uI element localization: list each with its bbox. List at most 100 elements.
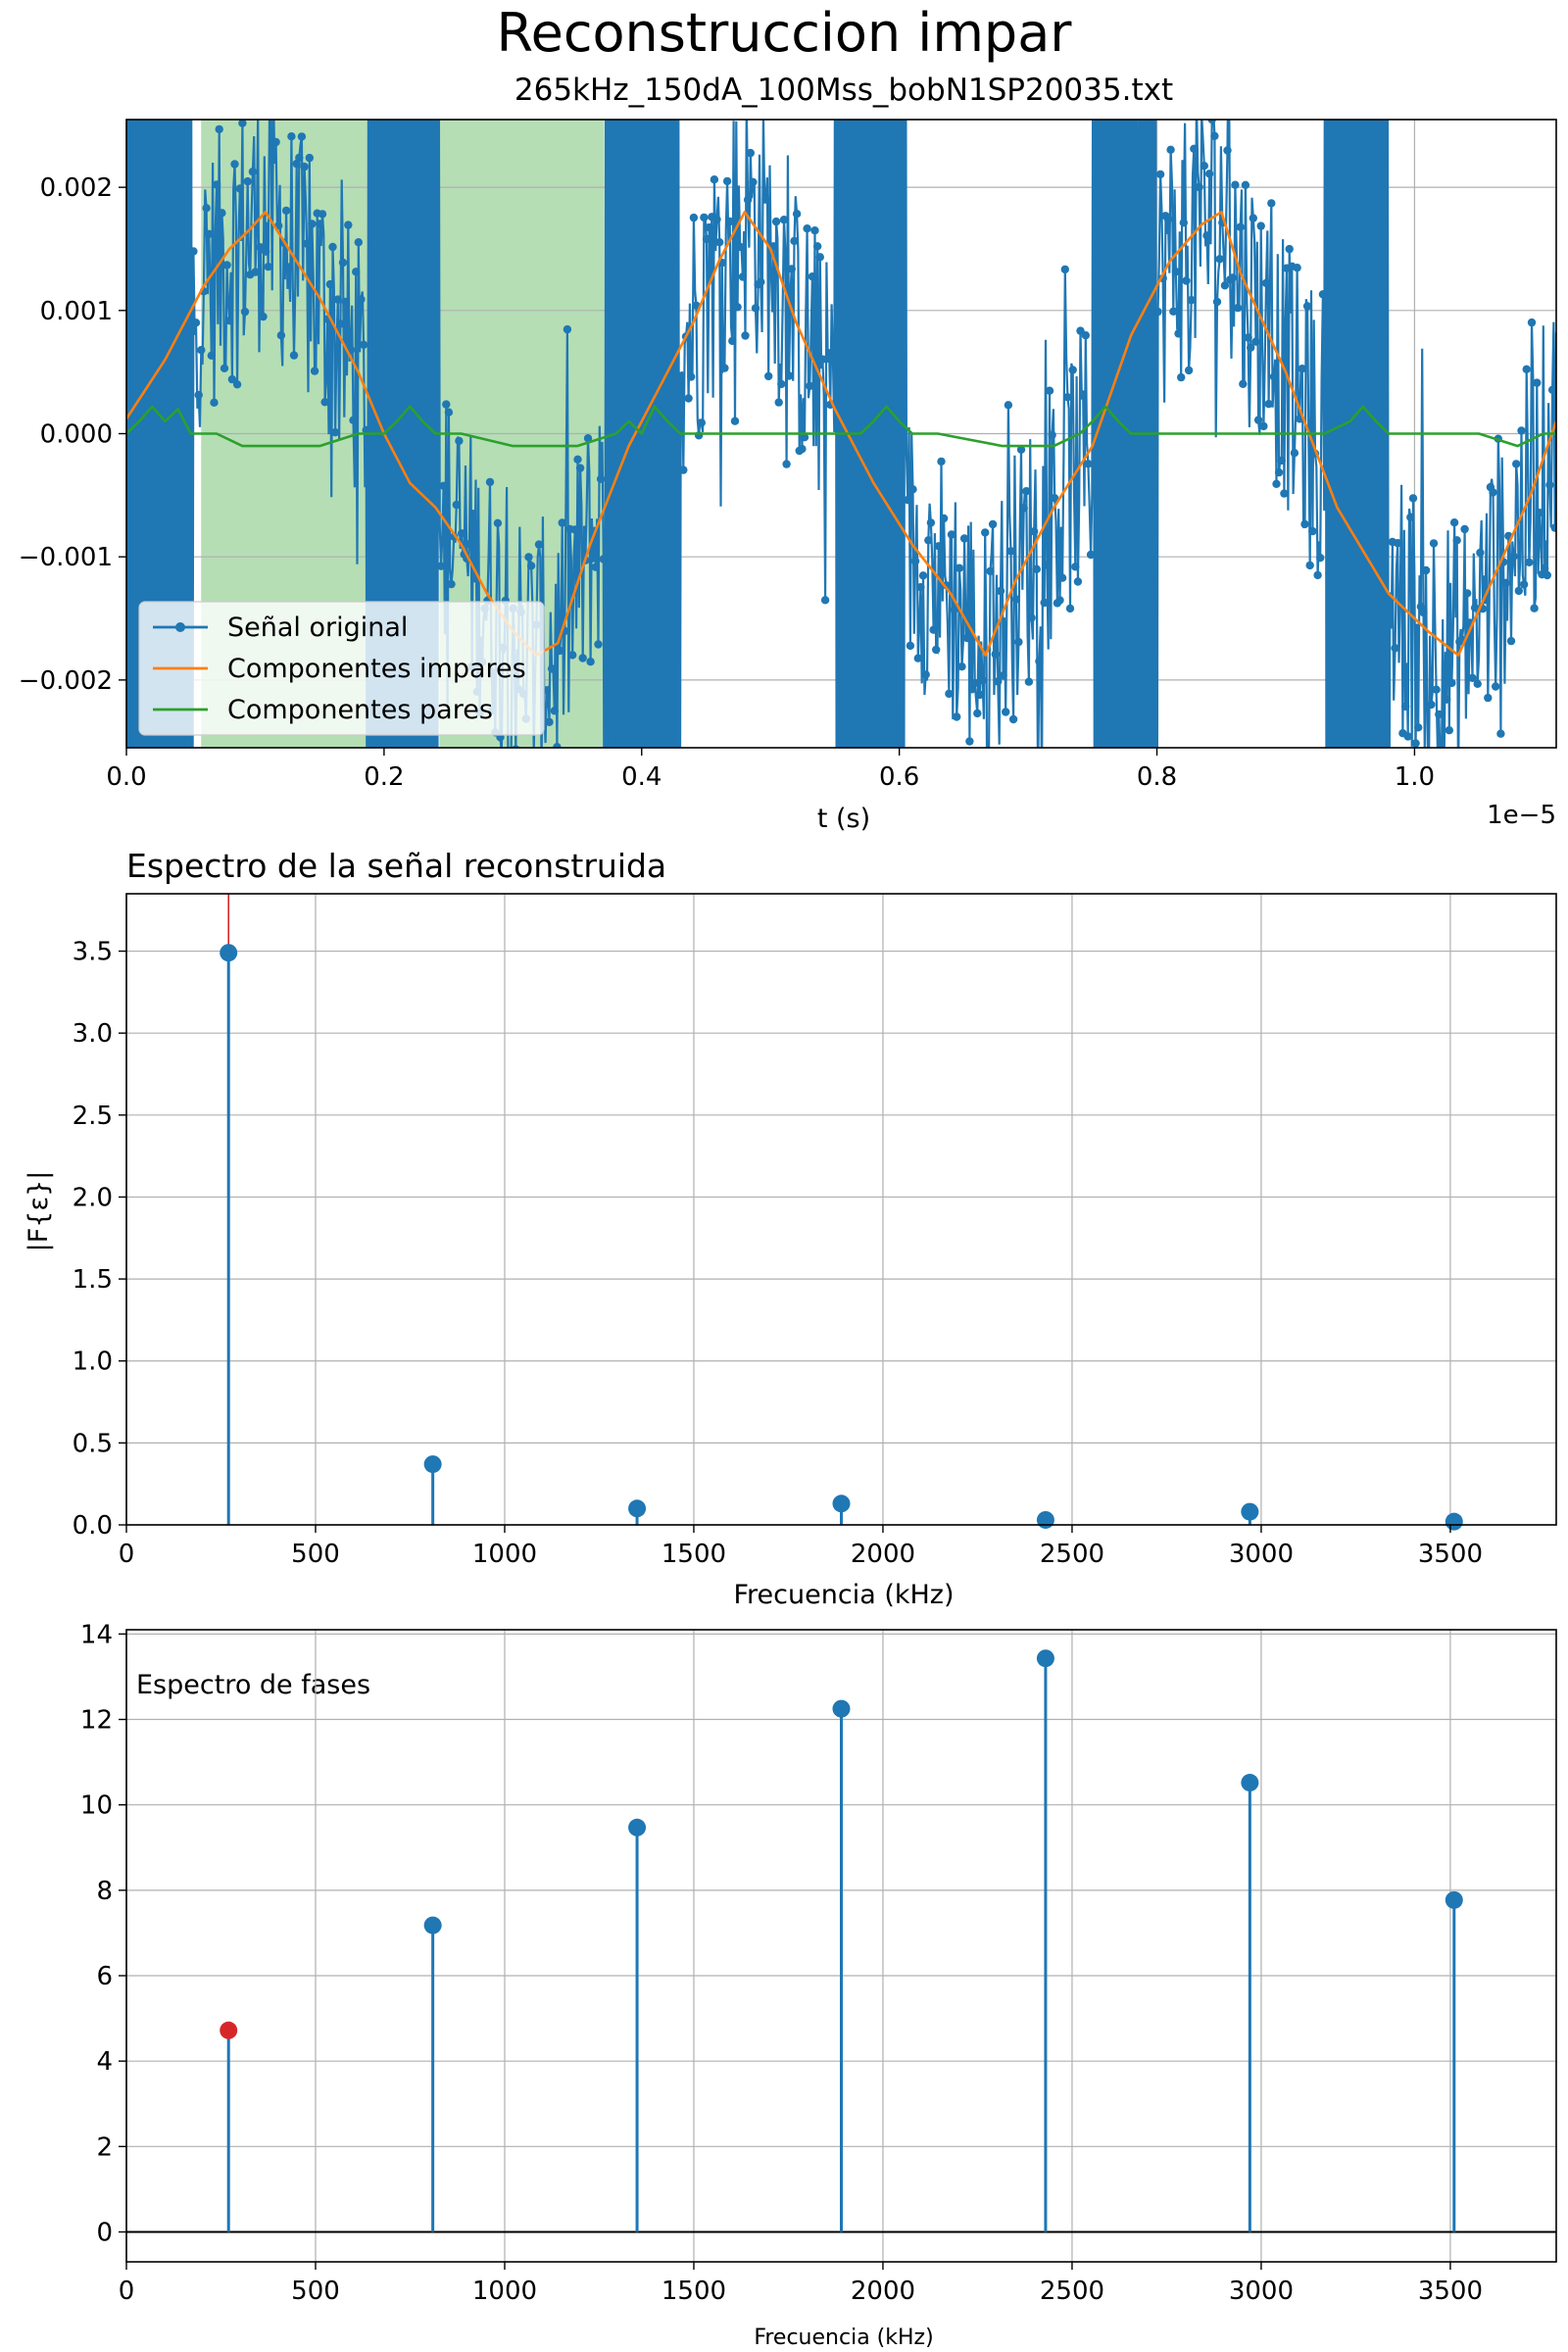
original-point xyxy=(970,678,979,688)
original-point xyxy=(493,518,503,527)
original-point xyxy=(261,247,270,256)
original-point xyxy=(1506,636,1516,646)
original-point xyxy=(1184,366,1194,375)
original-point xyxy=(741,331,750,340)
original-point xyxy=(570,525,579,534)
original-point xyxy=(1290,449,1299,458)
original-point xyxy=(1155,170,1165,179)
magnitude-x-tick-label: 1000 xyxy=(472,1540,537,1569)
original-point xyxy=(1038,786,1046,794)
original-point xyxy=(1414,723,1423,732)
original-point xyxy=(1239,379,1248,388)
signal-y-tick-label: 0.001 xyxy=(40,297,113,326)
original-point xyxy=(777,379,786,389)
original-point xyxy=(1302,302,1312,311)
figure-title: Reconstruccion impar xyxy=(496,2,1072,64)
phase-point-0 xyxy=(220,2021,238,2039)
original-point xyxy=(1035,657,1044,665)
original-point xyxy=(357,295,366,304)
original-point xyxy=(994,677,1003,686)
original-point xyxy=(542,686,552,695)
original-point xyxy=(1543,570,1552,580)
phase-y-tick-label: 4 xyxy=(96,2047,113,2077)
original-point xyxy=(1394,539,1402,548)
signal-x-tick-label: 0.6 xyxy=(879,762,919,792)
original-point xyxy=(333,295,342,304)
original-point xyxy=(782,460,791,468)
original-point xyxy=(1429,539,1439,548)
original-point xyxy=(1293,264,1301,272)
magnitude-y-tick-label: 0.5 xyxy=(73,1429,113,1458)
original-point xyxy=(779,216,789,224)
original-point xyxy=(328,242,337,252)
original-point xyxy=(996,586,1005,596)
original-point xyxy=(1492,682,1500,691)
original-point xyxy=(733,303,742,312)
original-point xyxy=(359,340,368,349)
original-point xyxy=(738,272,748,281)
signal-plot-area xyxy=(126,112,1556,794)
original-point xyxy=(1040,598,1049,608)
original-point xyxy=(676,371,685,380)
original-point xyxy=(316,220,324,228)
original-point xyxy=(248,168,258,176)
original-point xyxy=(766,268,775,276)
original-point xyxy=(1079,390,1088,399)
legend-entry-2: Componentes pares xyxy=(227,695,493,725)
magnitude-point-2 xyxy=(628,1499,647,1518)
original-point xyxy=(736,242,745,252)
original-point xyxy=(1445,726,1454,735)
original-point xyxy=(1391,644,1399,653)
magnitude-x-tick-label: 3500 xyxy=(1418,1540,1483,1569)
original-point xyxy=(1509,552,1518,561)
signal-x-tick-label: 0.8 xyxy=(1137,762,1177,792)
original-point xyxy=(945,689,954,699)
original-point xyxy=(1073,577,1083,586)
original-point xyxy=(1473,679,1482,688)
original-point xyxy=(1187,296,1196,305)
original-point xyxy=(215,124,223,134)
magnitude-x-tick-label: 1500 xyxy=(662,1540,726,1569)
magnitude-x-tick-label: 3000 xyxy=(1229,1540,1294,1569)
original-point xyxy=(271,137,280,147)
phase-x-tick-label: 3000 xyxy=(1229,2277,1294,2306)
magnitude-x-tick-label: 2000 xyxy=(851,1540,915,1569)
signal-y-tick-label: −0.002 xyxy=(19,666,113,696)
original-point xyxy=(295,153,304,163)
original-point xyxy=(1055,596,1064,605)
original-point xyxy=(999,671,1007,680)
original-point xyxy=(284,263,293,271)
original-point xyxy=(908,485,917,494)
phase-y-tick-label: 6 xyxy=(96,1962,113,1991)
phase-x-tick-label: 3500 xyxy=(1418,2277,1483,2306)
original-point xyxy=(798,444,807,454)
phase-x-tick-label: 500 xyxy=(291,2277,340,2306)
phase-y-tick-label: 12 xyxy=(80,1706,113,1736)
original-point xyxy=(1256,221,1265,230)
original-point xyxy=(725,217,734,226)
original-point xyxy=(555,646,564,656)
original-point xyxy=(1212,297,1222,307)
original-point xyxy=(1228,273,1238,282)
magnitude-y-tick-label: 2.5 xyxy=(73,1102,113,1131)
signal-y-tick-label: 0.000 xyxy=(40,420,113,450)
original-point xyxy=(1011,595,1021,604)
original-point xyxy=(800,433,809,442)
original-point xyxy=(563,324,572,334)
original-point xyxy=(687,372,696,381)
original-point xyxy=(465,540,474,549)
original-point xyxy=(1261,278,1271,288)
original-point xyxy=(344,220,353,229)
original-point xyxy=(988,519,998,529)
original-point xyxy=(194,390,203,400)
original-point xyxy=(308,220,317,228)
original-point xyxy=(808,272,817,281)
original-point xyxy=(254,112,262,120)
phase-plot-frame xyxy=(125,1629,1557,2263)
original-point xyxy=(1277,456,1287,466)
magnitude-x-axis-label: Frecuencia (kHz) xyxy=(733,1580,954,1610)
original-point xyxy=(526,562,536,570)
original-point xyxy=(1251,337,1260,346)
original-point xyxy=(1081,331,1091,340)
